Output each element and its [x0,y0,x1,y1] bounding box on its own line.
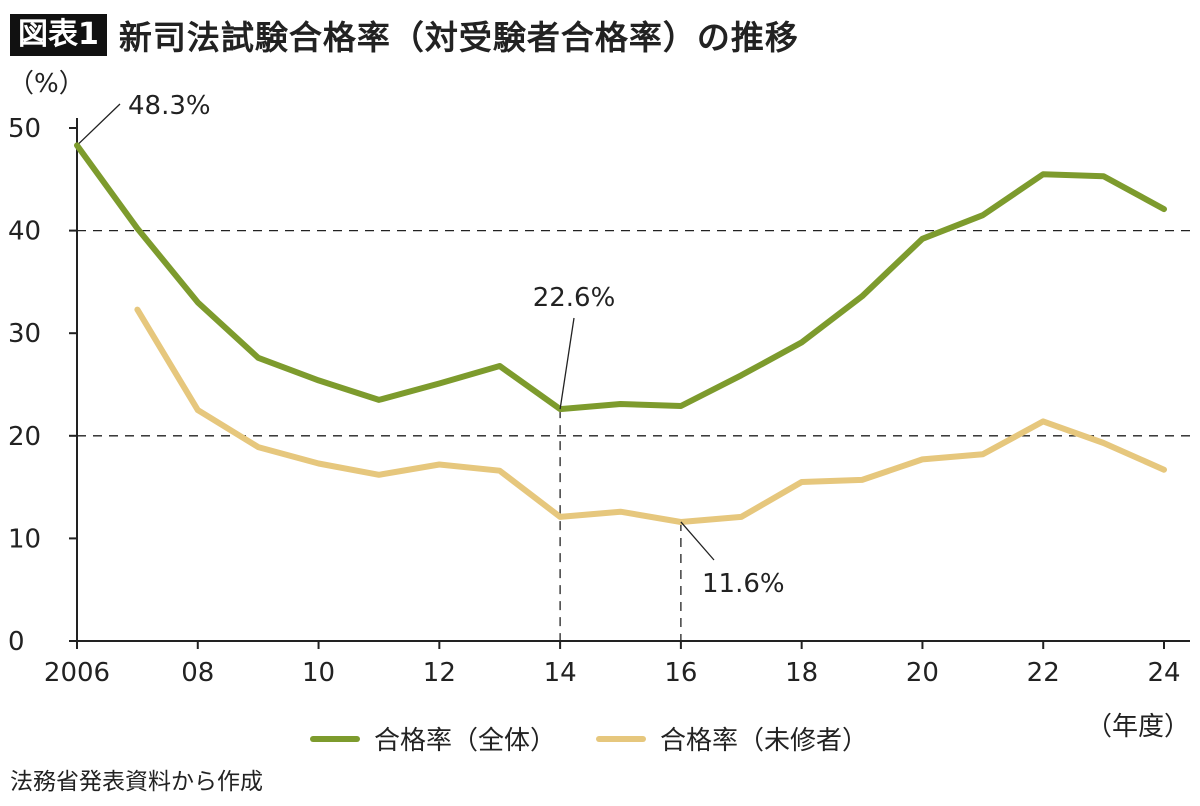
x-tick-label-12: 12 [423,658,456,688]
series-lines [74,142,1167,525]
series-line-0 [74,142,1167,413]
annotations: 48.3% 22.6% 11.6% [78,91,785,599]
annotation-label-0: 48.3% [128,91,211,121]
y-tick-label-40: 40 [8,217,41,247]
legend-swatch-first-time [596,735,647,742]
series-line-1 [134,306,1167,525]
legend-swatch-total [310,735,360,742]
y-tick-label-10: 10 [8,524,41,554]
annotation-label-2: 11.6% [702,569,785,599]
chart-title-bar: 図表1 新司法試験合格率（対受験者合格率）の推移 [10,12,799,58]
legend-label-total: 合格率（全体） [374,726,557,756]
x-tick-label-08: 08 [181,658,214,688]
y-tick-label-20: 20 [8,422,41,452]
x-tick-label-10: 10 [302,658,335,688]
annotation-leader-1 [559,317,575,410]
x-tick-label-16: 16 [664,658,697,688]
x-tick-label-22: 22 [1027,658,1060,688]
annotation-label-1: 22.6% [533,283,616,313]
page-title: 新司法試験合格率（対受験者合格率）の推移 [118,18,799,57]
source-note: 法務省発表資料から作成 [10,769,263,795]
y-tick-label-30: 30 [8,319,41,349]
legend-item-total: 合格率（全体） [310,720,556,757]
gridlines [77,229,1190,641]
y-tick-label-50: 50 [8,114,41,144]
legend-item-first-time: 合格率（未修者） [596,720,868,757]
x-tick-label-14: 14 [544,658,577,688]
axes: 0 10 20 30 40 50 2006 08 10 12 14 16 18 20 22 24 [8,114,1190,688]
y-tick-label-0: 0 [8,627,25,657]
annotation-leader-2 [680,521,715,561]
x-tick-label-24: 24 [1147,658,1180,688]
figure-badge: 図表1 [10,14,107,56]
x-tick-label-2006: 2006 [44,658,110,688]
y-axis-label: （%） [8,69,85,99]
legend: 合格率（全体） 合格率（未修者） [310,720,908,757]
x-tick-label-20: 20 [906,658,939,688]
legend-label-first-time: 合格率（未修者） [660,726,869,756]
x-axis-label: （年度） [1085,712,1190,742]
x-tick-label-18: 18 [785,658,818,688]
annotation-leader-0 [78,103,121,144]
